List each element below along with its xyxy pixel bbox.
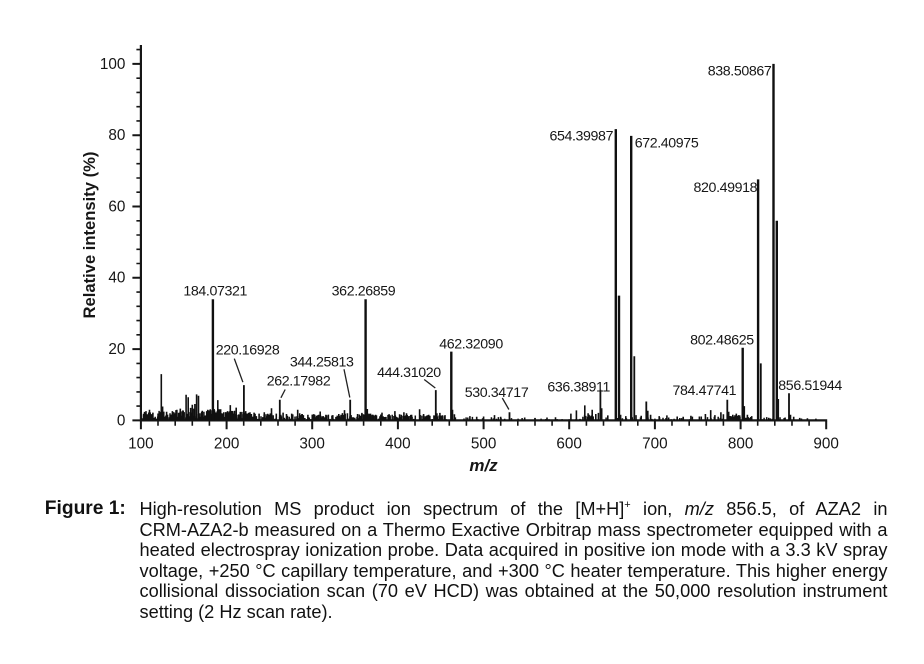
svg-text:400: 400 xyxy=(385,436,411,453)
svg-text:820.49918: 820.49918 xyxy=(694,180,758,196)
svg-text:80: 80 xyxy=(108,127,125,144)
svg-text:0: 0 xyxy=(117,412,126,429)
svg-text:184.07321: 184.07321 xyxy=(183,283,247,299)
svg-text:40: 40 xyxy=(108,270,125,287)
svg-text:m/z: m/z xyxy=(469,456,498,475)
svg-text:60: 60 xyxy=(108,198,125,215)
svg-text:20: 20 xyxy=(108,341,125,358)
svg-text:344.25813: 344.25813 xyxy=(290,354,354,370)
svg-text:262.17982: 262.17982 xyxy=(267,373,331,389)
svg-text:802.48625: 802.48625 xyxy=(690,333,754,349)
svg-text:530.34717: 530.34717 xyxy=(465,385,529,401)
svg-text:100: 100 xyxy=(128,436,154,453)
svg-text:100: 100 xyxy=(100,56,126,73)
svg-text:462.32090: 462.32090 xyxy=(439,336,503,352)
svg-text:220.16928: 220.16928 xyxy=(216,342,280,358)
svg-text:500: 500 xyxy=(471,436,497,453)
svg-text:784.47741: 784.47741 xyxy=(673,383,737,399)
svg-text:600: 600 xyxy=(556,436,582,453)
svg-text:200: 200 xyxy=(214,436,240,453)
svg-text:444.31020: 444.31020 xyxy=(377,365,441,381)
svg-text:800: 800 xyxy=(728,436,754,453)
svg-text:672.40975: 672.40975 xyxy=(635,135,699,151)
svg-text:856.51944: 856.51944 xyxy=(778,378,842,394)
svg-text:636.38911: 636.38911 xyxy=(547,379,610,395)
svg-text:700: 700 xyxy=(642,436,668,453)
svg-text:300: 300 xyxy=(299,436,325,453)
svg-text:654.39987: 654.39987 xyxy=(549,129,613,145)
svg-text:362.26859: 362.26859 xyxy=(332,283,396,299)
svg-text:Relative intensity (%): Relative intensity (%) xyxy=(80,152,99,319)
svg-text:838.50867: 838.50867 xyxy=(708,64,772,80)
svg-text:900: 900 xyxy=(813,436,839,453)
